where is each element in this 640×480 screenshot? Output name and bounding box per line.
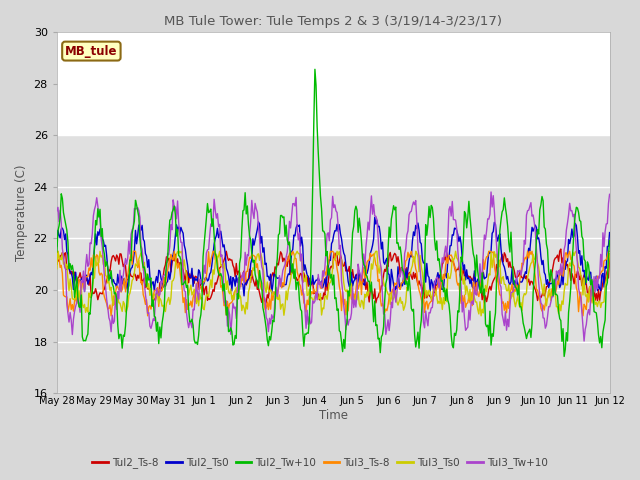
X-axis label: Time: Time (319, 409, 348, 422)
Y-axis label: Temperature (C): Temperature (C) (15, 164, 28, 261)
Title: MB Tule Tower: Tule Temps 2 & 3 (3/19/14-3/23/17): MB Tule Tower: Tule Temps 2 & 3 (3/19/14… (164, 15, 502, 28)
Bar (57, 32, 609, 135)
Legend: Tul2_Ts-8, Tul2_Ts0, Tul2_Tw+10, Tul3_Ts-8, Tul3_Ts0, Tul3_Tw+10: Tul2_Ts-8, Tul2_Ts0, Tul2_Tw+10, Tul3_Ts… (88, 453, 552, 472)
Text: MB_tule: MB_tule (65, 45, 118, 58)
